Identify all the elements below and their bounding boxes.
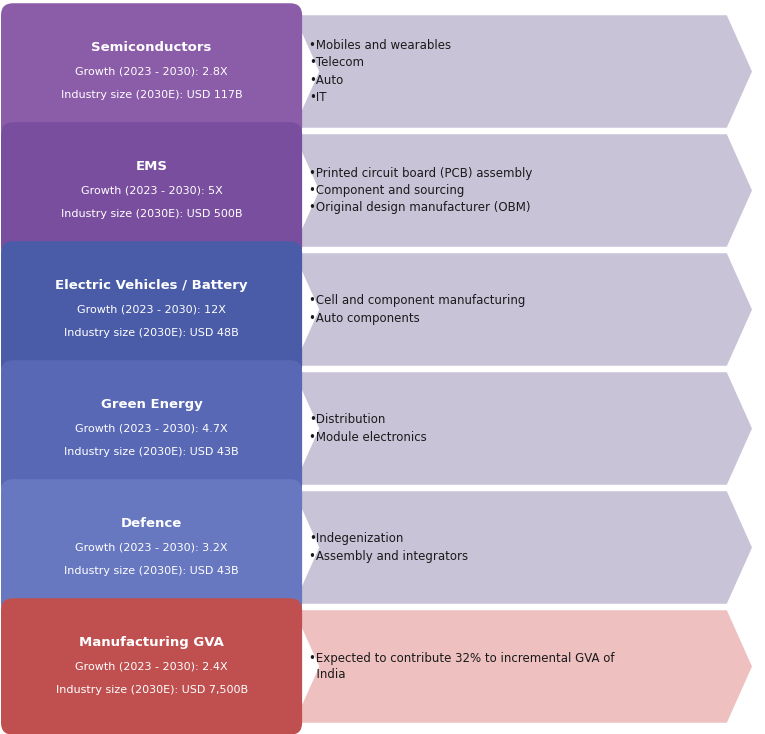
FancyBboxPatch shape (1, 598, 302, 734)
FancyBboxPatch shape (1, 241, 302, 378)
FancyBboxPatch shape (1, 123, 302, 259)
Text: •Printed circuit board (PCB) assembly: •Printed circuit board (PCB) assembly (309, 167, 532, 180)
Text: •Original design manufacturer (OBM): •Original design manufacturer (OBM) (309, 202, 531, 214)
Text: Industry size (2030E): USD 7,500B: Industry size (2030E): USD 7,500B (56, 685, 248, 695)
Text: •Telecom: •Telecom (309, 57, 364, 69)
Text: •Component and sourcing: •Component and sourcing (309, 184, 464, 197)
Polygon shape (294, 15, 752, 128)
Text: Growth (2023 - 2030): 3.2X: Growth (2023 - 2030): 3.2X (75, 542, 228, 553)
Text: Green Energy: Green Energy (101, 399, 203, 411)
Polygon shape (294, 491, 752, 604)
Text: •Mobiles and wearables: •Mobiles and wearables (309, 39, 451, 52)
Text: •IT: •IT (309, 91, 327, 104)
FancyBboxPatch shape (1, 3, 302, 139)
Polygon shape (294, 134, 752, 247)
Text: Semiconductors: Semiconductors (91, 41, 212, 54)
Text: Defence: Defence (121, 517, 182, 531)
Text: •Assembly and integrators: •Assembly and integrators (309, 550, 468, 563)
FancyBboxPatch shape (1, 479, 302, 616)
Polygon shape (294, 610, 752, 723)
Text: Growth (2023 - 2030): 4.7X: Growth (2023 - 2030): 4.7X (75, 424, 228, 434)
Text: Industry size (2030E): USD 500B: Industry size (2030E): USD 500B (60, 209, 243, 219)
Text: Electric Vehicles / Battery: Electric Vehicles / Battery (55, 280, 248, 292)
FancyBboxPatch shape (1, 360, 302, 497)
Text: Industry size (2030E): USD 43B: Industry size (2030E): USD 43B (64, 447, 239, 457)
Text: •Indegenization: •Indegenization (309, 532, 403, 545)
Text: •Distribution: •Distribution (309, 413, 386, 426)
Text: Growth (2023 - 2030): 5X: Growth (2023 - 2030): 5X (80, 186, 223, 195)
Text: Growth (2023 - 2030): 12X: Growth (2023 - 2030): 12X (77, 305, 226, 314)
Text: •Expected to contribute 32% to incremental GVA of
  India: •Expected to contribute 32% to increment… (309, 652, 614, 681)
Text: •Auto: •Auto (309, 73, 343, 87)
Text: •Auto components: •Auto components (309, 312, 420, 324)
Text: Industry size (2030E): USD 43B: Industry size (2030E): USD 43B (64, 566, 239, 576)
Text: EMS: EMS (135, 160, 168, 173)
Text: •Module electronics: •Module electronics (309, 431, 427, 444)
Text: Industry size (2030E): USD 48B: Industry size (2030E): USD 48B (64, 328, 239, 338)
Text: •Cell and component manufacturing: •Cell and component manufacturing (309, 294, 526, 308)
Text: Growth (2023 - 2030): 2.8X: Growth (2023 - 2030): 2.8X (75, 67, 228, 76)
Text: Manufacturing GVA: Manufacturing GVA (79, 636, 224, 650)
Text: Growth (2023 - 2030): 2.4X: Growth (2023 - 2030): 2.4X (75, 661, 228, 672)
Polygon shape (294, 253, 752, 366)
Text: Industry size (2030E): USD 117B: Industry size (2030E): USD 117B (60, 90, 243, 100)
Polygon shape (294, 372, 752, 484)
